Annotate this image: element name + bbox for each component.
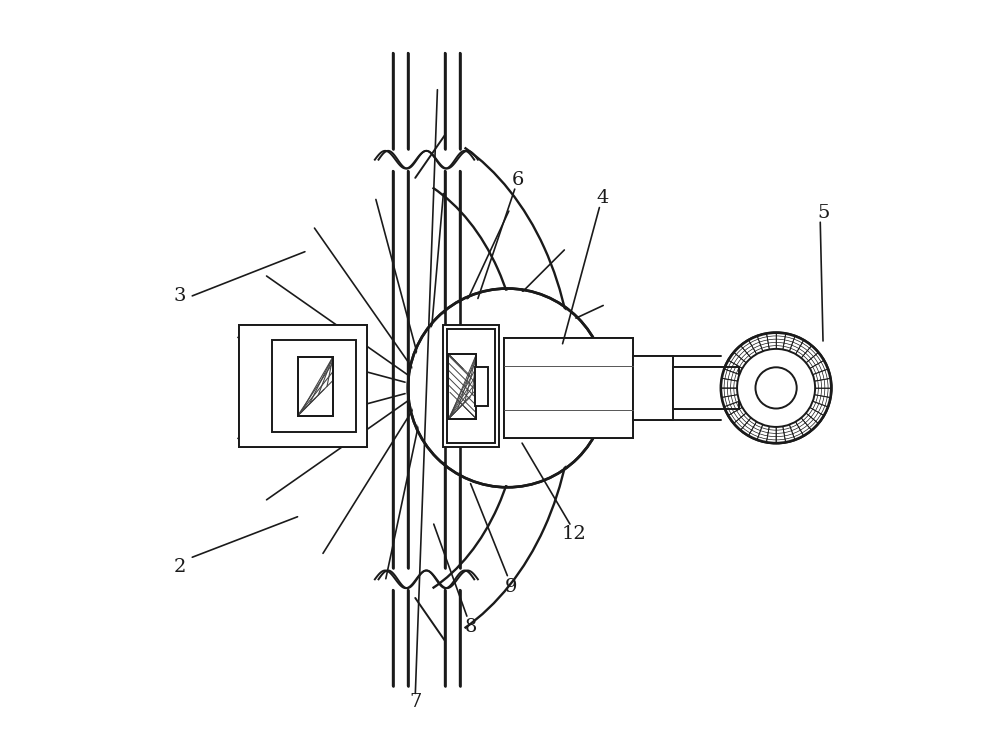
Circle shape: [721, 333, 831, 443]
Bar: [298, 357, 333, 416]
Bar: [272, 340, 356, 432]
Bar: [298, 357, 333, 416]
Circle shape: [721, 333, 831, 443]
Bar: [447, 329, 495, 443]
Bar: [504, 338, 633, 438]
Bar: [504, 338, 633, 438]
Bar: [448, 354, 476, 419]
Bar: [448, 354, 476, 419]
Bar: [475, 367, 488, 406]
Bar: [633, 356, 673, 420]
Bar: [298, 357, 333, 416]
Bar: [673, 367, 739, 409]
Bar: [447, 329, 495, 443]
Circle shape: [410, 290, 605, 485]
Text: 9: 9: [505, 578, 517, 596]
Text: 3: 3: [173, 287, 186, 305]
Bar: [272, 340, 356, 432]
Text: 8: 8: [464, 619, 477, 636]
Text: 2: 2: [174, 558, 186, 576]
Text: 7: 7: [409, 693, 422, 711]
Bar: [448, 354, 476, 419]
Bar: [475, 367, 488, 406]
Text: 12: 12: [561, 525, 586, 543]
Bar: [298, 357, 333, 416]
Text: 5: 5: [818, 204, 830, 222]
Bar: [239, 325, 367, 447]
Text: 4: 4: [597, 189, 609, 207]
Text: 6: 6: [512, 171, 525, 188]
Bar: [443, 325, 499, 447]
Bar: [443, 325, 499, 447]
Circle shape: [737, 349, 815, 427]
Bar: [448, 354, 476, 419]
Bar: [633, 356, 673, 420]
Bar: [239, 325, 367, 447]
